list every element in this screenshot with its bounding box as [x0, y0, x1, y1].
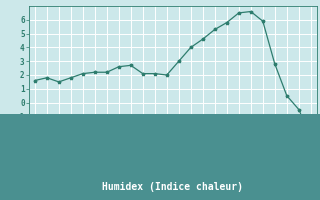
Text: Humidex (Indice chaleur): Humidex (Indice chaleur): [102, 182, 243, 192]
